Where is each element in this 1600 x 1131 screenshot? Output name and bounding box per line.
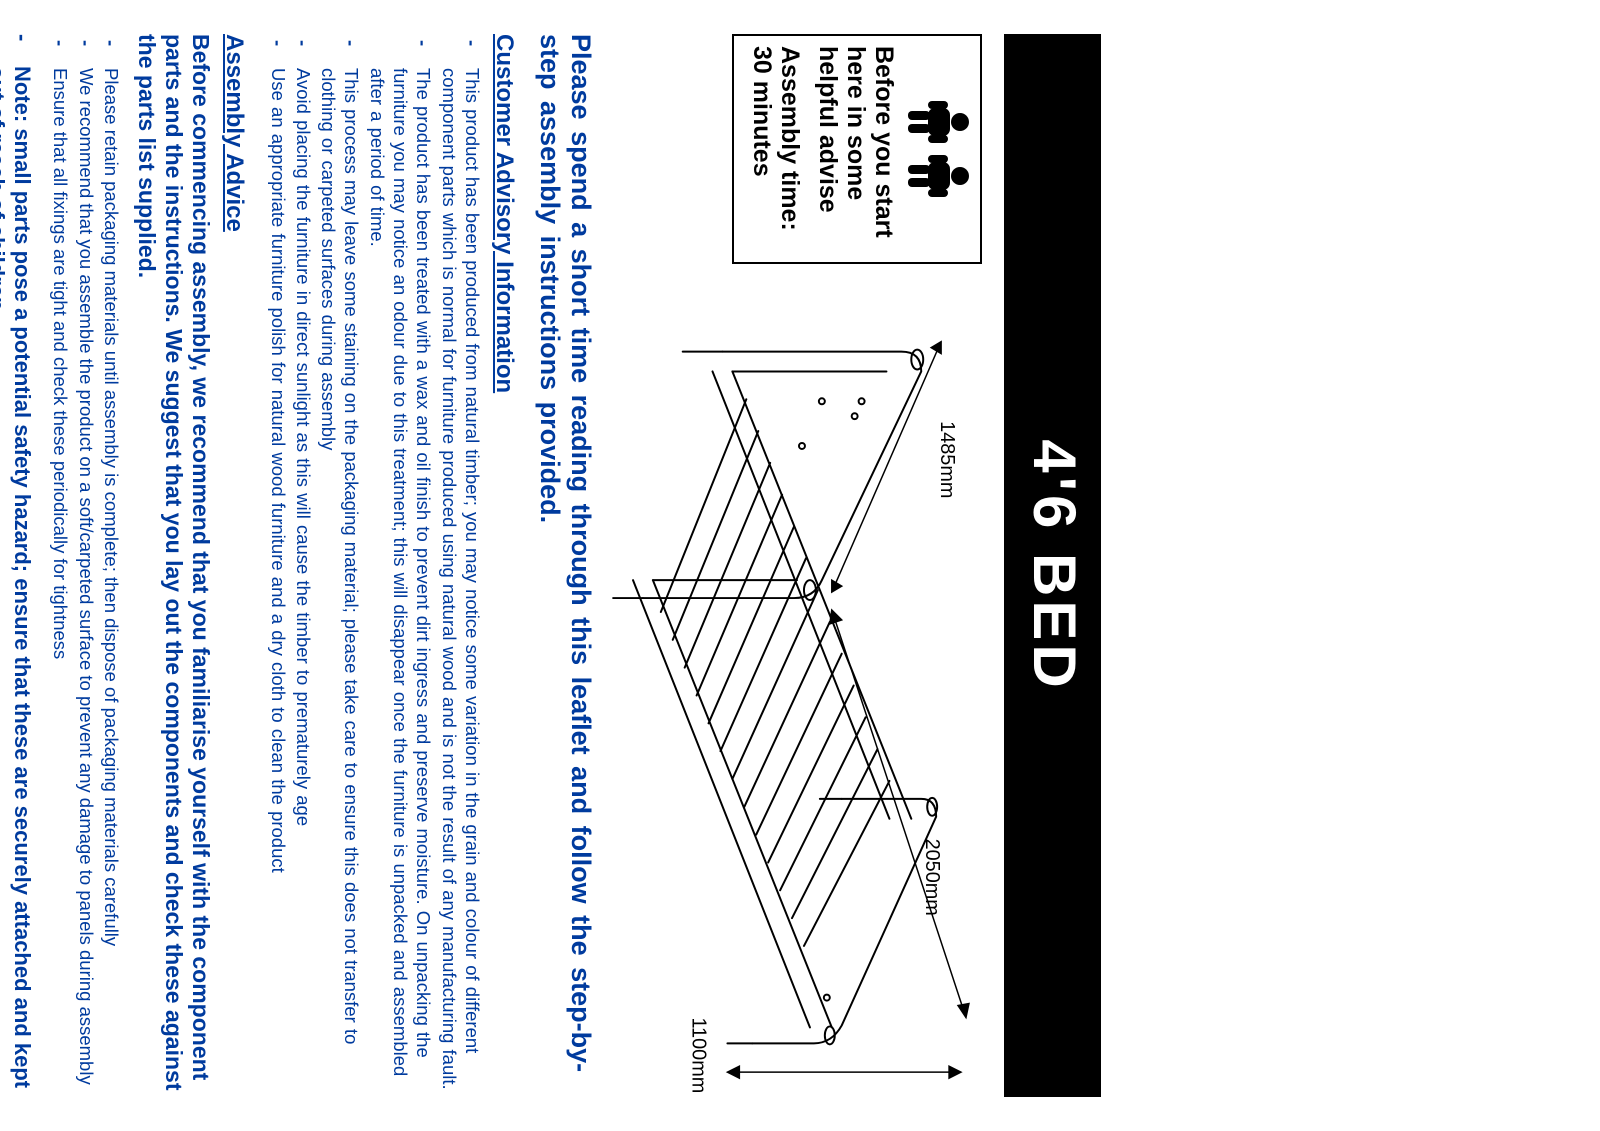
customer-advisory-list: This product has been produced from natu… [266,34,484,1097]
dim-length: 2050mm [921,839,943,916]
people-icons [908,46,970,252]
info-box: Before you start here in some helpful ad… [732,34,982,264]
list-item: This process may leave some staining on … [317,68,364,1097]
list-item: Use an appropriate furniture polish for … [266,68,289,1097]
warning-text: Note: small parts pose a potential safet… [0,66,35,1097]
list-item: This product has been produced from natu… [437,68,484,1097]
warning-note: - Note: small parts pose a potential saf… [0,34,35,1097]
assembly-lead: Before commencing assembly, we recommend… [133,34,214,1097]
person-icon [908,99,970,145]
list-item: Please retain packaging materials until … [100,68,123,1097]
info-line: Assembly time: [776,46,804,252]
person-icon [908,153,970,199]
page-title: 4'6 BED [1004,34,1101,1097]
info-line: Before you start [870,46,898,252]
list-item: The product has been treated with a wax … [365,68,435,1097]
info-line: helpful advise [814,46,842,252]
assembly-advice-list: Please retain packaging materials until … [49,34,123,1097]
assembly-advice-heading: Assembly Advice [220,34,248,1097]
info-line: here in some [842,46,870,252]
customer-advisory-heading: Customer Advisory Information [490,34,518,1097]
list-item: We recommend that you assemble the produ… [74,68,97,1097]
dim-width: 1485mm [936,421,958,498]
instruction-sheet: 4'6 BED [0,0,1131,1131]
info-line: 30 minutes [748,46,776,252]
list-item: Avoid placing the furniture in direct su… [292,68,315,1097]
list-item: Ensure that all fixings are tight and ch… [49,68,72,1097]
spend-time-note: Please spend a short time reading throug… [534,34,596,1097]
bed-diagram: 1485mm 2050mm 1100mm [612,282,982,1097]
dash: - [9,34,35,48]
hero-row: Before you start here in some helpful ad… [612,34,982,1097]
dim-height: 1100mm [688,1017,710,1093]
